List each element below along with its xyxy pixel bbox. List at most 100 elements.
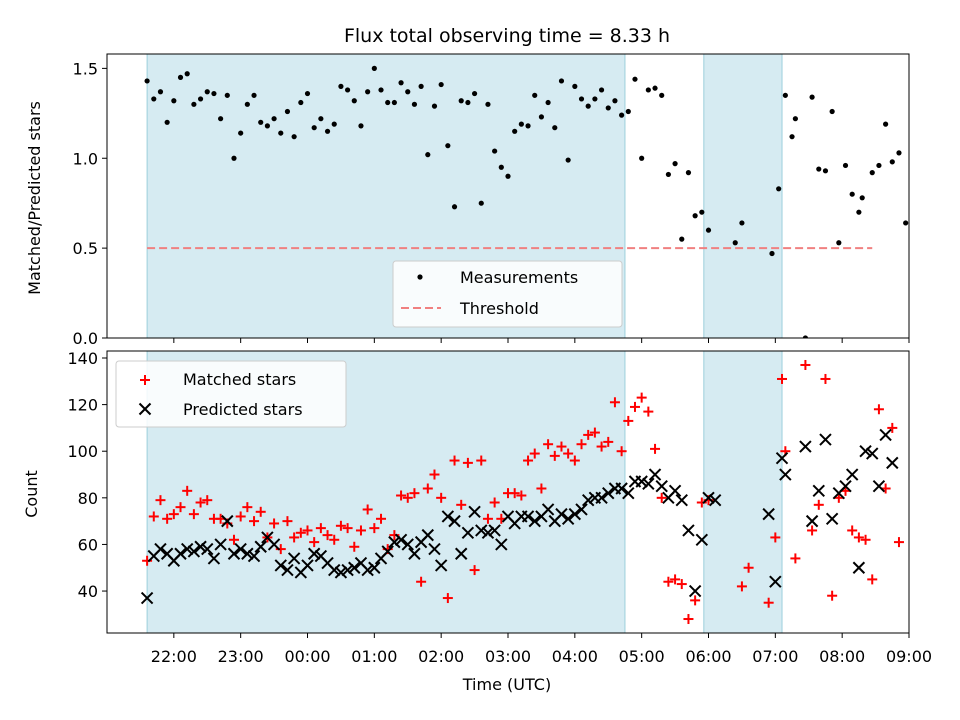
predicted-point-b: [481, 526, 495, 539]
matched-point-29: [335, 520, 346, 531]
predicted-point-22: [287, 552, 301, 565]
measurement-point-95: [822, 168, 829, 174]
predicted-point-b: [160, 547, 174, 560]
predicted-point-b: [281, 563, 294, 577]
xtick-label-9: 07:00: [752, 647, 798, 666]
measurement-point-23: [298, 99, 304, 106]
matched-point-24: [302, 525, 313, 536]
predicted-point-b: [354, 556, 368, 570]
measurement-point-54: [505, 173, 511, 179]
measurement-point-86: [739, 220, 745, 226]
predicted-point-b: [221, 514, 234, 528]
measurement-point-83: [699, 209, 705, 215]
predicted-point-b: [448, 514, 461, 528]
predicted-point-b: [642, 477, 655, 491]
measurement-point-4: [171, 98, 177, 104]
predicted-point-b: [381, 545, 394, 558]
predicted-point-20: [274, 559, 287, 572]
matched-point-65: [576, 439, 587, 450]
measurement-point-103: [876, 162, 882, 169]
predicted-point-88: [775, 451, 789, 465]
predicted-point-b: [468, 505, 481, 519]
matched-point-101: [860, 534, 871, 545]
measurement-point-60: [545, 99, 551, 106]
bottom-ytick-label-5: 140: [67, 349, 98, 368]
predicted-point-b: [214, 538, 227, 551]
measurement-point-36: [385, 99, 391, 106]
measurement-point-3: [164, 119, 170, 125]
predicted-point-b: [408, 547, 421, 560]
matched-point-81: [683, 614, 694, 625]
matched-point-85: [736, 581, 747, 592]
matched-point-72: [623, 415, 634, 426]
matched-point-21: [282, 516, 293, 527]
top-observing-span-1: [703, 53, 783, 339]
measurement-point-106: [896, 150, 902, 156]
predicted-point-28: [328, 563, 341, 577]
measurement-point-87: [769, 250, 775, 257]
predicted-point-b: [839, 479, 852, 493]
predicted-point-86: [762, 507, 775, 521]
matched-point-16: [249, 516, 260, 527]
measurement-point-24: [304, 90, 311, 97]
measurement-point-78: [665, 171, 672, 178]
bottom-ytick-label-4: 120: [67, 396, 98, 415]
matched-point-70: [609, 397, 620, 408]
predicted-point-b: [314, 549, 328, 563]
bottom-subplot: 40 60 80 100 120 140 22:00 23:00 00:00 01:00 02:00…: [67, 349, 932, 666]
predicted-point-b: [879, 428, 892, 442]
matched-point-13: [228, 534, 239, 545]
predicted-point-b: [227, 547, 241, 560]
measurement-point-98: [842, 162, 849, 169]
matched-point-42: [422, 483, 433, 494]
predicted-point-65: [575, 503, 588, 516]
measurement-point-21: [284, 108, 291, 115]
measurement-point-82: [692, 213, 698, 219]
matched-point-92: [800, 359, 811, 370]
measurement-point-22: [291, 134, 297, 140]
predicted-point-68: [595, 491, 608, 505]
measurement-point-5: [177, 74, 184, 80]
predicted-point-b: [528, 514, 541, 528]
measurement-point-80: [679, 236, 685, 242]
predicted-point-29: [334, 566, 348, 579]
matched-point-77: [656, 492, 667, 503]
top-ytick-label-1: 0.5: [73, 239, 98, 258]
predicted-point-85: [708, 493, 722, 507]
measurement-point-37: [391, 99, 397, 106]
measurement-point-9: [204, 89, 210, 95]
top-legend-box: [392, 260, 623, 328]
measurement-point-79: [672, 161, 678, 167]
predicted-point-b: [602, 486, 615, 500]
measurement-point-107: [903, 220, 909, 226]
predicted-point-47: [455, 547, 468, 560]
predicted-point-b: [568, 507, 582, 521]
matched-point-80: [676, 579, 687, 590]
top-ytick-label-3: 1.5: [73, 59, 98, 78]
matched-point-22: [289, 532, 300, 543]
predicted-point-b: [140, 591, 154, 605]
top-legend: Measurements Threshold: [392, 260, 623, 328]
predicted-point-38: [394, 533, 408, 546]
matched-point-27: [322, 530, 333, 541]
matched-point-43: [429, 469, 440, 480]
bottom-ytick-label-3: 100: [67, 442, 98, 461]
matched-point-4: [168, 509, 179, 520]
measurement-point-67: [592, 96, 598, 102]
predicted-point-64: [568, 507, 582, 521]
matched-point-52: [489, 497, 500, 508]
matched-point-39: [402, 492, 413, 503]
predicted-point-9: [201, 542, 214, 556]
matched-point-88: [770, 532, 781, 543]
matched-point-69: [603, 436, 614, 447]
matched-point-31: [349, 541, 360, 552]
predicted-point-0: [140, 591, 154, 605]
predicted-point-71: [615, 482, 628, 495]
matched-point-23: [295, 527, 306, 538]
predicted-point-48: [461, 526, 475, 539]
predicted-point-b: [769, 575, 782, 588]
predicted-point-b: [388, 535, 401, 549]
predicted-point-b: [805, 514, 819, 528]
predicted-point-b: [688, 584, 702, 598]
predicted-point-b: [194, 540, 207, 553]
